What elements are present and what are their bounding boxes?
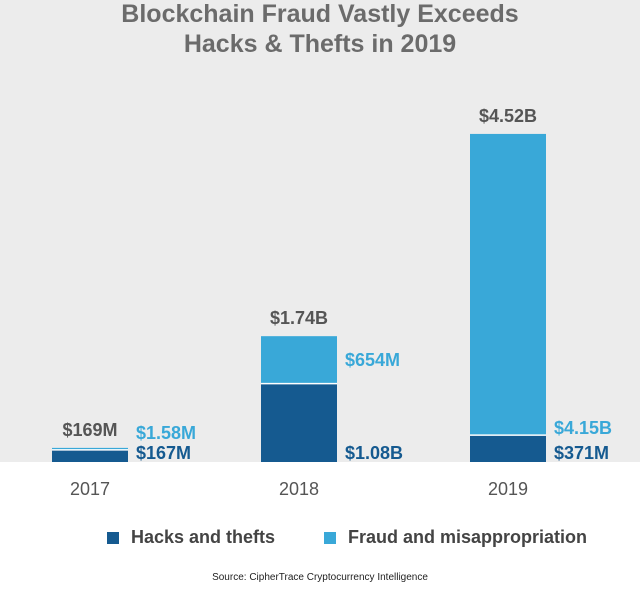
total-label-2019: $4.52B [479,106,537,126]
chart-title-line-1: Blockchain Fraud Vastly Exceeds [121,0,519,28]
legend-swatch-fraud [324,531,336,544]
data-label-fraud-2017: $1.58M [136,423,196,443]
bar-hacks-2018 [261,383,337,462]
chart-title-line-2: Hacks & Thefts in 2019 [183,30,457,58]
x-tick-label-2018: 2018 [279,479,319,499]
x-tick-label-2017: 2017 [70,479,110,499]
bar-hacks-2017 [52,449,128,462]
data-label-hacks-2019: $371M [554,443,609,463]
legend-swatch-hacks [107,531,119,544]
data-label-hacks-2018: $1.08B [345,443,403,463]
bar-hacks-2019 [470,435,546,462]
total-label-2017: $169M [62,420,117,440]
legend-label-hacks: Hacks and thefts [131,527,276,547]
bar-chart: 2017 $169M $1.58M$167M 2018 $1.74B $654M $1.08… [52,106,612,499]
total-label-2018: $1.74B [270,308,328,328]
source-note: Source: CipherTrace Cryptocurrency Intel… [212,572,428,583]
data-label-hacks-2017: $167M [136,443,191,463]
bar-fraud-2017 [52,447,128,450]
data-label-fraud-2019: $4.15B [554,418,612,438]
legend-item-hacks: Hacks and thefts [107,527,275,548]
data-label-fraud-2018: $654M [345,350,400,370]
bar-fraud-2018 [261,336,337,384]
legend-label-fraud: Fraud and misappropriation [348,527,588,547]
bar-fraud-2019 [470,133,546,436]
legend-item-fraud: Fraud and misappropriation [324,527,587,548]
x-tick-label-2019: 2019 [488,479,528,499]
